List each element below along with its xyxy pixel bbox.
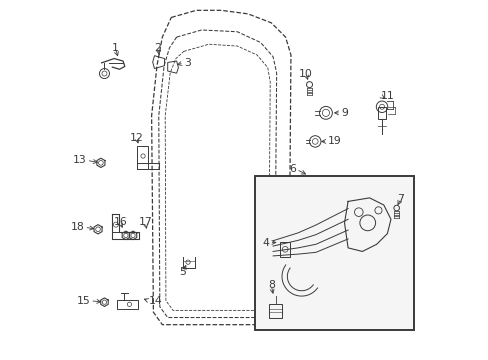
Bar xyxy=(268,304,282,318)
Text: 9: 9 xyxy=(340,108,347,118)
Text: 18: 18 xyxy=(71,222,84,232)
Bar xyxy=(137,146,148,169)
Text: 6: 6 xyxy=(289,164,296,174)
Text: 7: 7 xyxy=(397,194,404,203)
Text: 19: 19 xyxy=(326,136,341,147)
Text: 8: 8 xyxy=(267,280,274,291)
Bar xyxy=(255,176,413,330)
Text: 16: 16 xyxy=(113,217,127,227)
Bar xyxy=(112,214,119,232)
Text: 15: 15 xyxy=(76,296,90,306)
Text: 2: 2 xyxy=(154,43,161,53)
Text: 13: 13 xyxy=(73,156,86,165)
Text: 5: 5 xyxy=(179,267,186,277)
Bar xyxy=(137,163,159,169)
Text: 3: 3 xyxy=(183,58,190,68)
Bar xyxy=(378,107,385,119)
Text: 17: 17 xyxy=(138,217,152,227)
Text: 10: 10 xyxy=(298,68,312,78)
Text: 14: 14 xyxy=(148,296,162,306)
Bar xyxy=(280,242,290,257)
Text: 11: 11 xyxy=(380,91,394,101)
Text: 12: 12 xyxy=(129,133,143,143)
Text: 4: 4 xyxy=(262,238,269,248)
Text: 1: 1 xyxy=(112,43,119,53)
Bar xyxy=(117,300,138,309)
